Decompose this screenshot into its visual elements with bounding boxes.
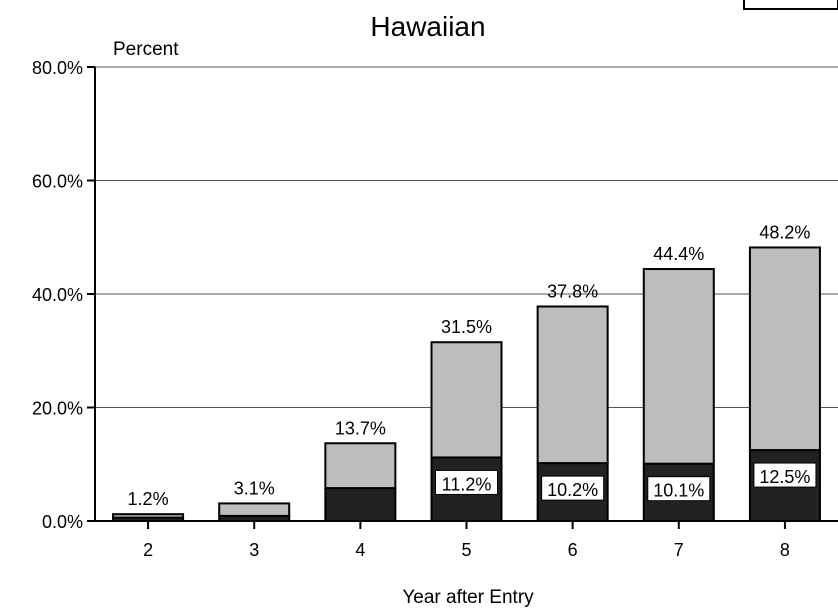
total-label: 1.2% — [128, 489, 169, 509]
x-tick-label: 5 — [461, 540, 471, 560]
bars — [112, 246, 821, 523]
x-tick-label: 4 — [355, 540, 365, 560]
x-tick-label: 7 — [674, 540, 684, 560]
inner-label: 10.2% — [547, 480, 598, 500]
bar-segment — [642, 268, 715, 465]
bar-segment — [218, 502, 291, 517]
inner-label: 10.1% — [653, 481, 704, 501]
x-axis: 2 3 4 5 6 7 8 — [143, 521, 790, 560]
y-tick-label: 20.0% — [32, 399, 83, 419]
inner-label: 11.2% — [442, 474, 492, 494]
bar-segment — [748, 246, 821, 452]
inner-label-box — [753, 462, 817, 488]
y-tick-label: 40.0% — [32, 285, 83, 305]
y-axis-label: Percent — [113, 39, 179, 60]
inner-label-box — [541, 475, 605, 501]
inner-label-box — [435, 469, 498, 495]
x-tick-label: 8 — [780, 540, 790, 560]
total-label: 31.5% — [441, 317, 492, 337]
y-axis: 0.0% 20.0% 40.0% 60.0% 80.0% — [32, 58, 95, 532]
bar-segment — [112, 513, 185, 519]
y-tick-label: 80.0% — [32, 58, 83, 78]
data-labels: 1.2% 3.1% 13.7% 31.5% 11.2% 37.8% 10.2% 44.4% 10… — [128, 222, 817, 509]
total-label: 48.2% — [759, 222, 810, 242]
x-tick-label: 3 — [249, 540, 259, 560]
bar-segment — [324, 442, 397, 490]
total-label: 3.1% — [234, 478, 275, 498]
y-tick-label: 60.0% — [32, 172, 83, 192]
bar-segment — [324, 487, 397, 522]
x-axis-label: Year after Entry — [402, 587, 534, 608]
total-label: 13.7% — [335, 418, 386, 438]
bar-segment — [536, 305, 609, 465]
legend-box — [743, 0, 838, 10]
inner-label-box — [647, 476, 711, 502]
bar-segment — [430, 341, 503, 459]
total-label: 37.8% — [547, 281, 598, 301]
chart-title: Hawaiian — [370, 11, 485, 42]
total-label: 44.4% — [653, 244, 704, 264]
x-tick-label: 2 — [143, 540, 153, 560]
inner-label: 12.5% — [759, 467, 810, 487]
y-tick-label: 0.0% — [42, 512, 83, 532]
x-tick-label: 6 — [568, 540, 578, 560]
